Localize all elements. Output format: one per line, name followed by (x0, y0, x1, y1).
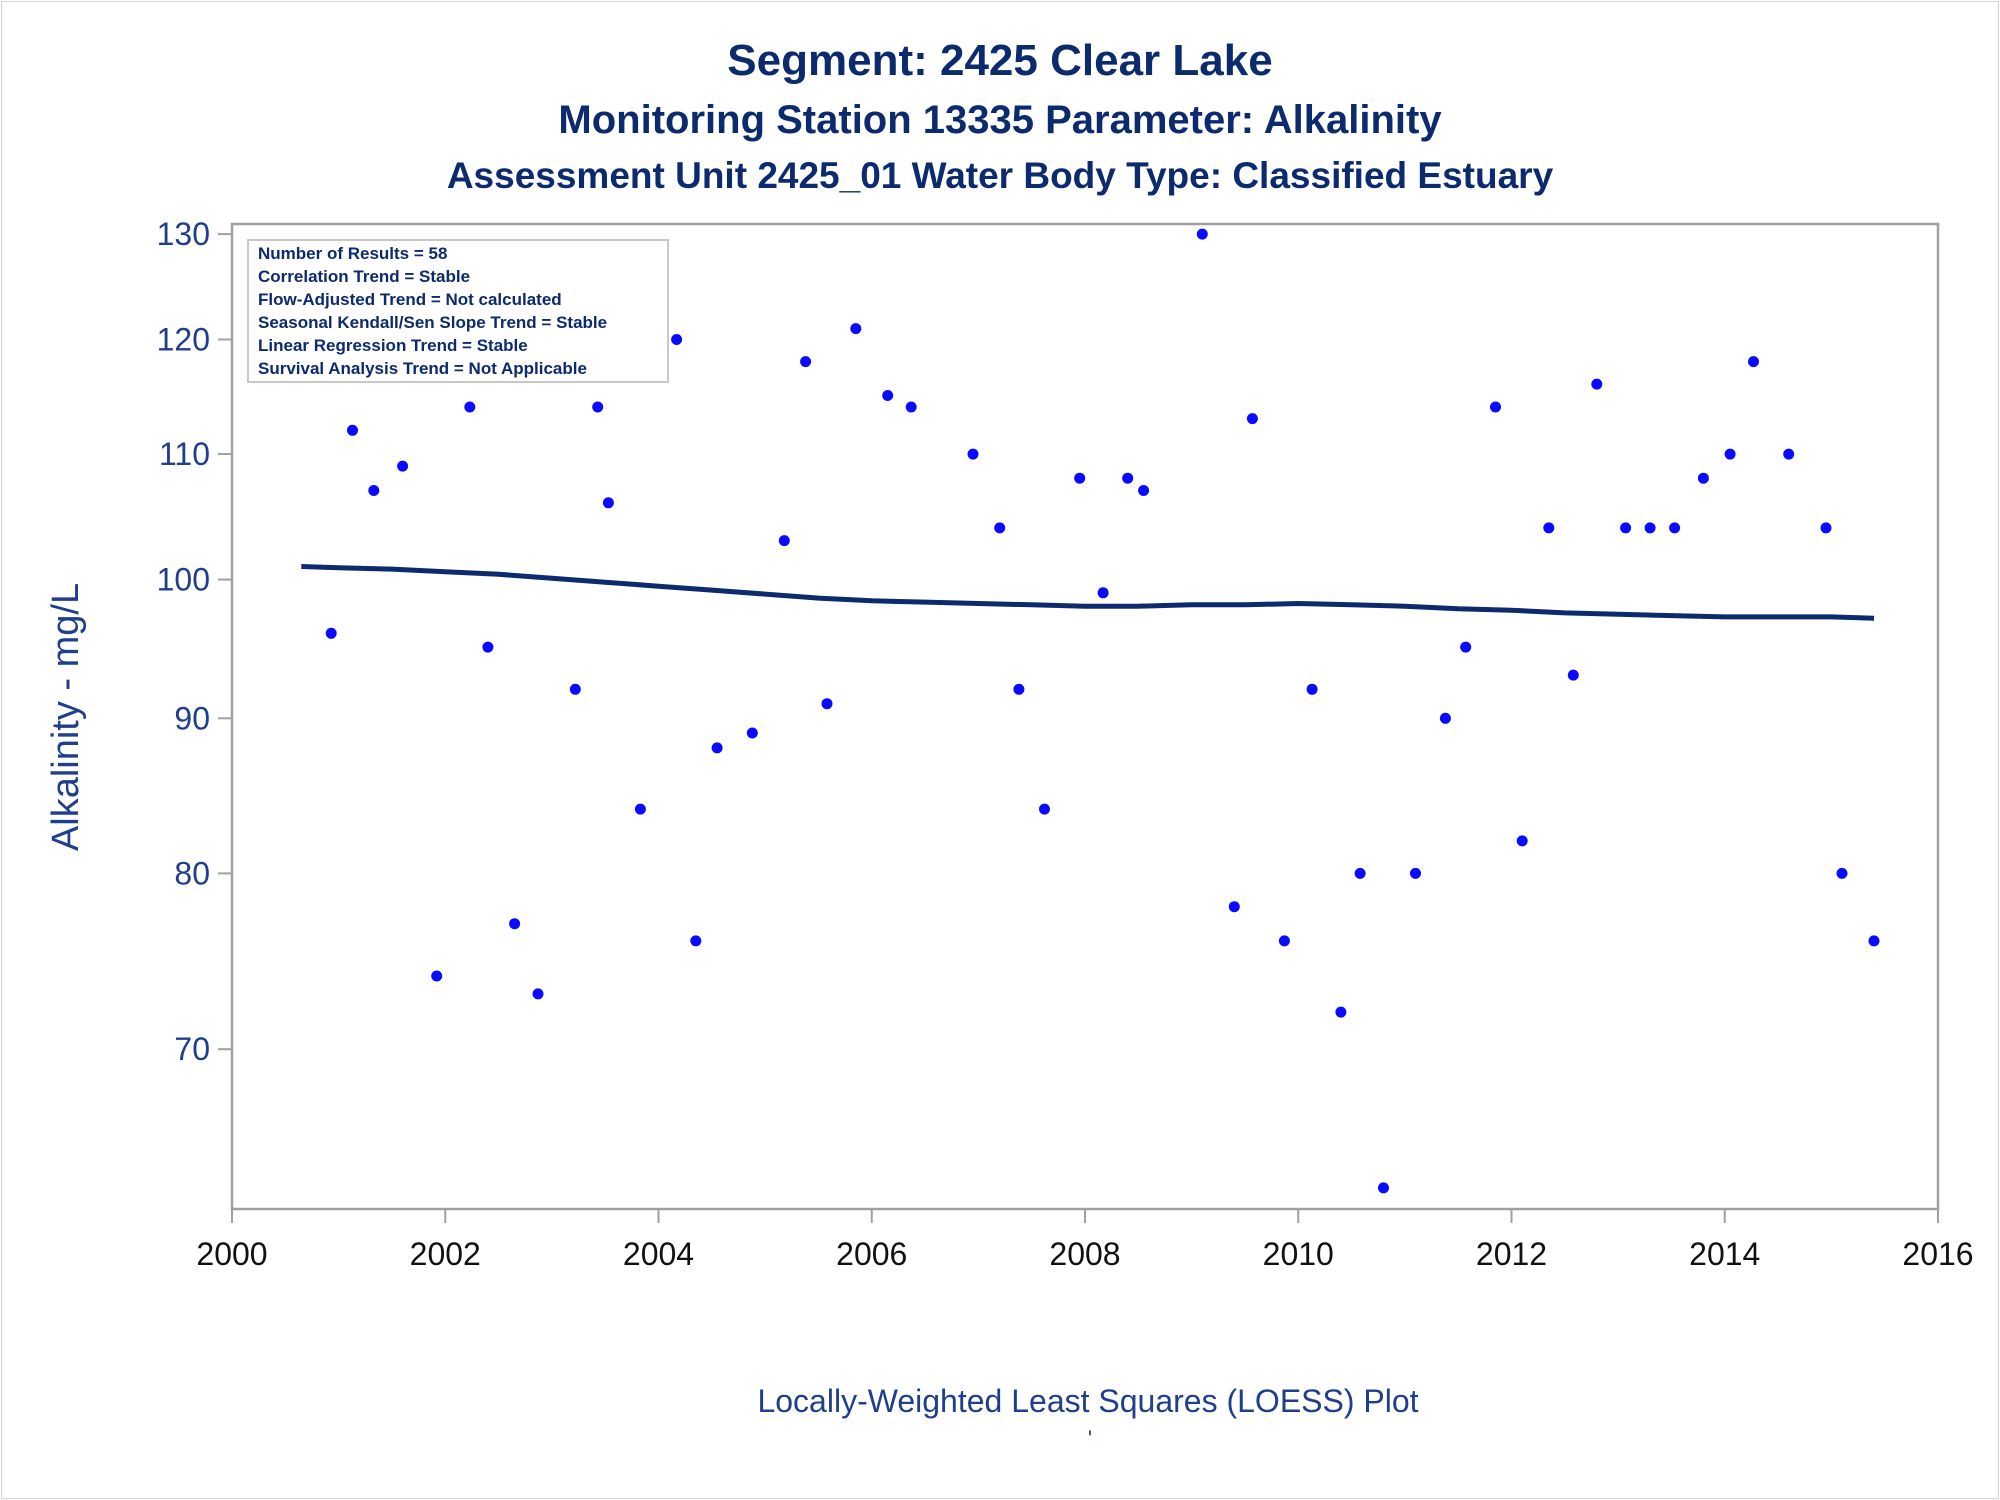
data-point (1097, 587, 1109, 599)
x-tick-label: 2010 (1263, 1236, 1334, 1272)
x-tick-label: 2004 (623, 1236, 694, 1272)
y-tick-label: 80 (174, 855, 210, 891)
data-point (482, 641, 494, 653)
data-point (1354, 867, 1366, 879)
data-point (1669, 522, 1681, 534)
stats-line-flow-adjusted: Flow-Adjusted Trend = Not calculated (258, 290, 562, 309)
x-axis: 2000 2002 2004 2006 2008 2010 2012 2014 2016 (196, 1209, 1974, 1272)
stats-line-seasonal-kendall: Seasonal Kendall/Sen Slope Trend = Stabl… (258, 313, 607, 332)
data-point (602, 497, 614, 509)
y-tick-label: 70 (174, 1031, 210, 1067)
x-tick-label: 2008 (1049, 1236, 1120, 1272)
data-point (1490, 401, 1501, 413)
data-point (821, 698, 833, 710)
data-point (1138, 485, 1150, 496)
data-point (690, 935, 702, 947)
data-point (1460, 641, 1472, 653)
data-point (778, 535, 790, 547)
chart-title: Segment: 2425 Clear Lake (727, 36, 1273, 85)
data-point (1516, 835, 1528, 847)
x-axis-title: Locally-Weighted Least Squares (LOESS) P… (757, 1383, 1418, 1419)
footnote-mark: ' (1088, 1426, 1092, 1451)
y-axis: 70 80 90 100 110 120 130 (157, 216, 232, 1067)
data-point (569, 683, 581, 695)
stats-box-border (247, 239, 669, 383)
data-point (1378, 1182, 1389, 1194)
data-points-layer (295, 228, 1880, 1194)
data-point (1620, 522, 1632, 534)
data-point (746, 727, 758, 739)
x-tick-label: 2006 (836, 1236, 907, 1272)
y-tick-label: 130 (157, 216, 210, 252)
data-point (1783, 448, 1795, 460)
stats-legend-box: Number of Results = 58 Correlation Trend… (247, 239, 669, 383)
data-point (592, 401, 604, 413)
data-point (1278, 935, 1290, 947)
data-point (1074, 472, 1086, 484)
data-point (1748, 356, 1759, 368)
data-point (1013, 683, 1025, 695)
data-point (800, 356, 812, 368)
data-point (1868, 935, 1880, 947)
x-tick-label: 2012 (1476, 1236, 1547, 1272)
data-point (850, 323, 862, 335)
data-point (397, 460, 409, 472)
data-point (1567, 669, 1579, 681)
x-tick-label: 2016 (1902, 1236, 1973, 1272)
data-point (1820, 522, 1832, 534)
y-tick-label: 110 (159, 436, 210, 472)
data-point (1410, 867, 1421, 879)
data-point (905, 401, 917, 413)
data-point (1724, 448, 1736, 460)
data-point (431, 970, 443, 982)
chart-subtitle-assessment: Assessment Unit 2425_01 Water Body Type:… (446, 155, 1554, 196)
data-point (1697, 472, 1709, 484)
stats-line-linear-regression: Linear Regression Trend = Stable (258, 336, 528, 355)
data-point (347, 424, 358, 436)
stats-line-results: Number of Results = 58 (258, 244, 447, 263)
data-point (509, 918, 521, 930)
data-point (1246, 413, 1258, 425)
y-tick-label: 90 (174, 700, 210, 736)
y-tick-label: 120 (157, 321, 210, 357)
y-tick-label: 100 (157, 562, 210, 598)
stats-line-survival: Survival Analysis Trend = Not Applicable (258, 359, 587, 378)
data-point (464, 401, 476, 413)
data-point (671, 334, 683, 345)
x-tick-label: 2000 (196, 1236, 267, 1272)
data-point (1836, 867, 1848, 879)
loess-curve-layer (301, 564, 1875, 621)
data-point (532, 988, 544, 1000)
data-point (1122, 472, 1134, 484)
data-point (1543, 522, 1555, 534)
data-point (711, 742, 723, 754)
data-point (1335, 1006, 1347, 1018)
x-tick-label: 2002 (410, 1236, 481, 1272)
data-point (1439, 712, 1451, 724)
data-point (1039, 803, 1050, 815)
loess-trend-line (301, 564, 1875, 621)
stats-line-correlation: Correlation Trend = Stable (258, 267, 470, 286)
data-point (1306, 683, 1318, 695)
data-point (634, 803, 646, 815)
data-point (967, 448, 979, 460)
data-point (1591, 378, 1603, 390)
data-point (325, 627, 337, 639)
y-axis-title: Alkalinity - mg/L (45, 583, 87, 851)
data-point (1644, 522, 1656, 534)
data-point (994, 522, 1006, 534)
chart-subtitle-station: Monitoring Station 13335 Parameter: Alka… (558, 98, 1442, 142)
data-point (1196, 228, 1208, 240)
x-tick-label: 2014 (1689, 1236, 1760, 1272)
data-point (368, 485, 380, 496)
data-point (1228, 901, 1240, 913)
data-point (882, 390, 894, 401)
